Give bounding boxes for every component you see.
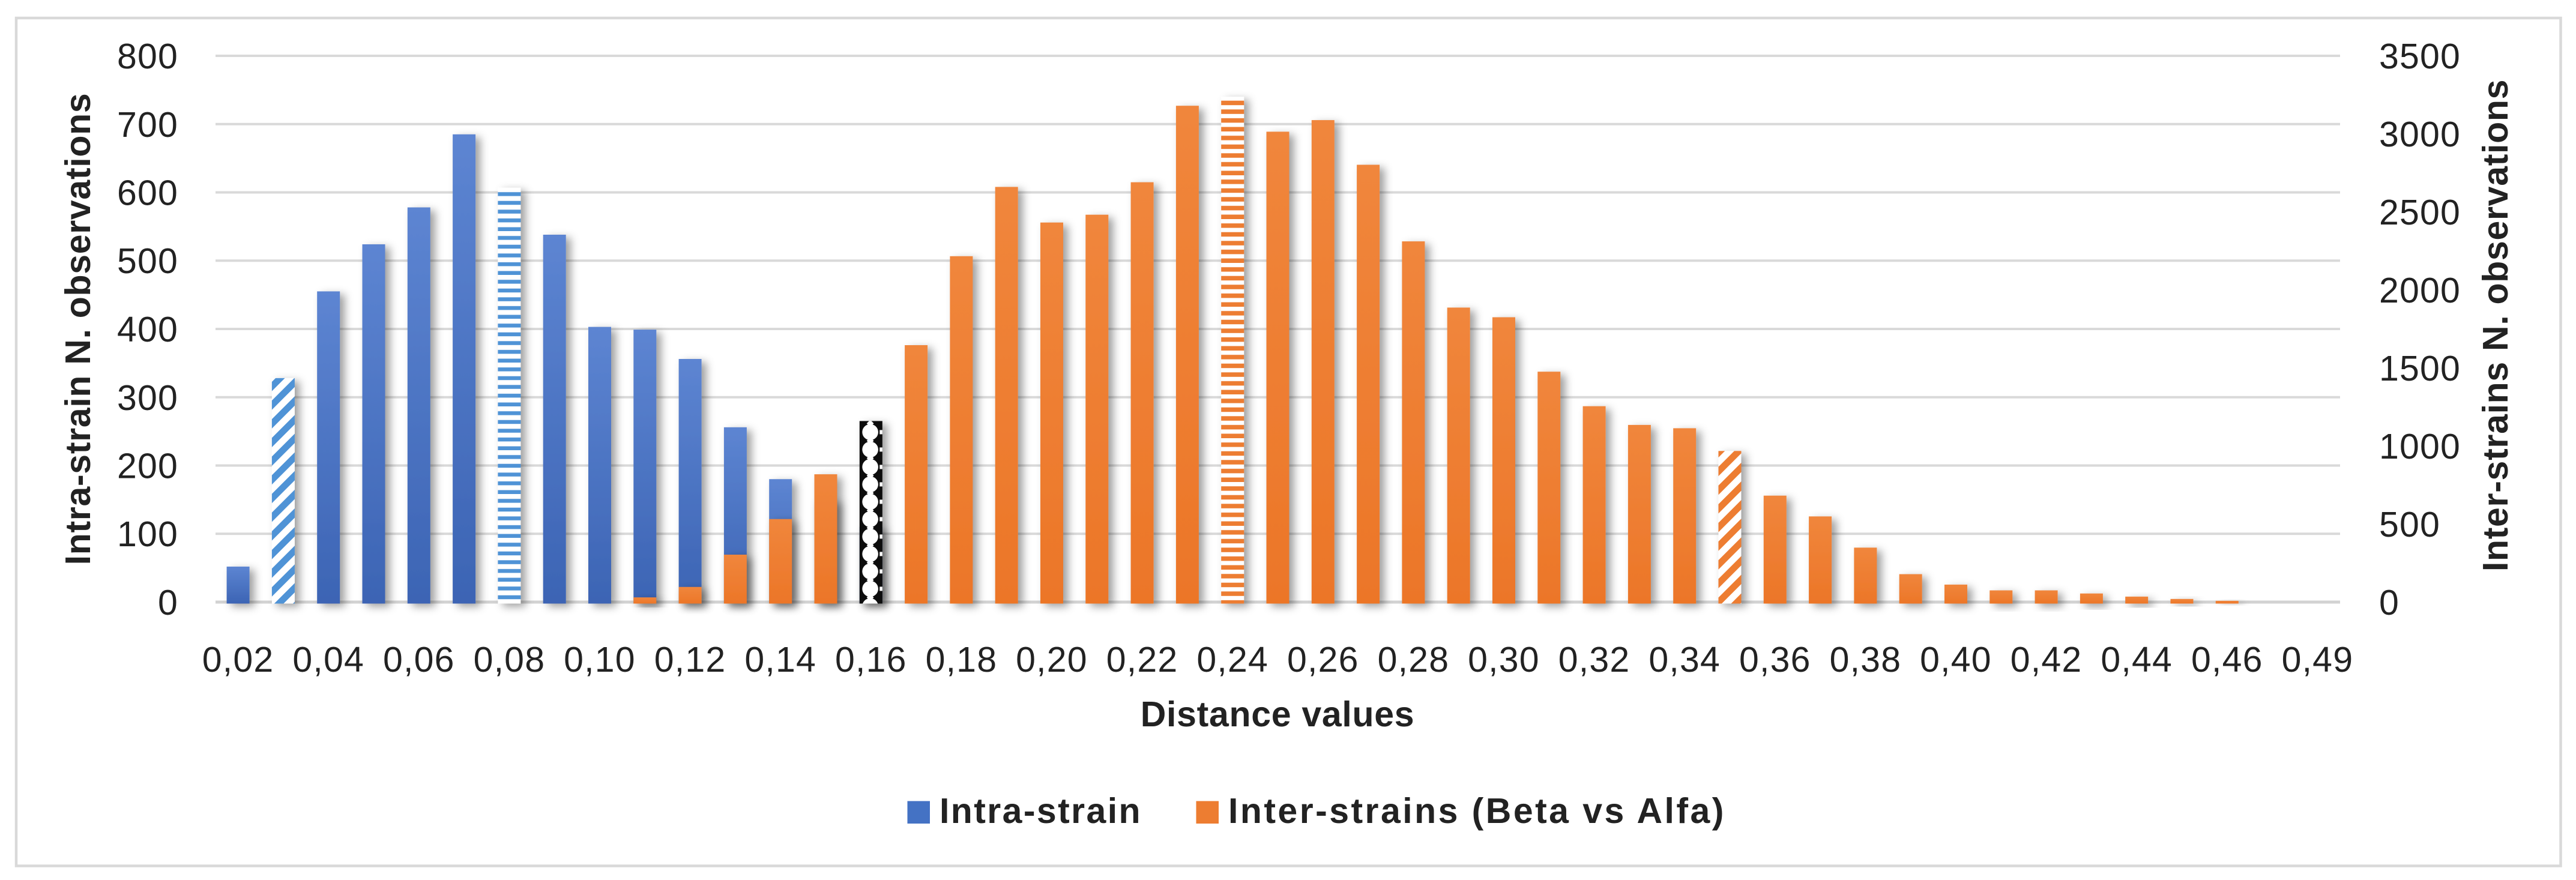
svg-text:1000: 1000 (2379, 427, 2461, 466)
svg-text:1500: 1500 (2379, 349, 2461, 388)
svg-text:0,12: 0,12 (654, 640, 726, 680)
svg-text:0,08: 0,08 (474, 640, 546, 680)
svg-text:Intra-strain N. observations: Intra-strain N. observations (58, 93, 98, 565)
svg-text:600: 600 (117, 173, 178, 213)
svg-text:0,42: 0,42 (2010, 640, 2083, 680)
svg-text:Distance values: Distance values (1141, 695, 1415, 734)
svg-text:0,38: 0,38 (1830, 640, 1902, 680)
svg-text:3500: 3500 (2379, 37, 2461, 76)
svg-text:Inter-strains N. observations: Inter-strains N. observations (2476, 79, 2515, 571)
svg-text:0,49: 0,49 (2282, 640, 2354, 680)
svg-text:0: 0 (158, 583, 178, 622)
svg-text:0,18: 0,18 (926, 640, 998, 680)
svg-text:2500: 2500 (2379, 193, 2461, 232)
svg-text:2000: 2000 (2379, 271, 2461, 310)
svg-text:0,24: 0,24 (1196, 640, 1268, 680)
svg-text:400: 400 (117, 310, 178, 349)
svg-text:200: 200 (117, 447, 178, 486)
svg-text:0,16: 0,16 (835, 640, 907, 680)
svg-text:500: 500 (117, 241, 178, 281)
svg-text:3000: 3000 (2379, 115, 2461, 154)
svg-text:0,40: 0,40 (1920, 640, 1992, 680)
svg-text:0,14: 0,14 (744, 640, 816, 680)
svg-text:700: 700 (117, 105, 178, 145)
svg-text:0,34: 0,34 (1648, 640, 1721, 680)
svg-text:500: 500 (2379, 505, 2440, 544)
svg-text:Inter-strains (Beta vs Alfa): Inter-strains (Beta vs Alfa) (1228, 791, 1726, 831)
svg-text:0: 0 (2379, 583, 2400, 622)
svg-text:Intra-strain: Intra-strain (940, 791, 1142, 831)
svg-text:0,04: 0,04 (292, 640, 364, 680)
svg-text:0,02: 0,02 (202, 640, 274, 680)
svg-text:0,28: 0,28 (1378, 640, 1450, 680)
svg-text:0,10: 0,10 (564, 640, 636, 680)
svg-text:0,36: 0,36 (1739, 640, 1811, 680)
svg-text:300: 300 (117, 378, 178, 418)
svg-text:0,44: 0,44 (2101, 640, 2173, 680)
svg-text:0,46: 0,46 (2191, 640, 2263, 680)
svg-text:800: 800 (117, 37, 178, 76)
svg-text:0,26: 0,26 (1287, 640, 1359, 680)
svg-text:0,22: 0,22 (1106, 640, 1178, 680)
svg-text:0,20: 0,20 (1016, 640, 1088, 680)
svg-text:0,30: 0,30 (1468, 640, 1540, 680)
svg-text:0,06: 0,06 (383, 640, 455, 680)
svg-text:100: 100 (117, 514, 178, 554)
svg-text:0,32: 0,32 (1558, 640, 1630, 680)
